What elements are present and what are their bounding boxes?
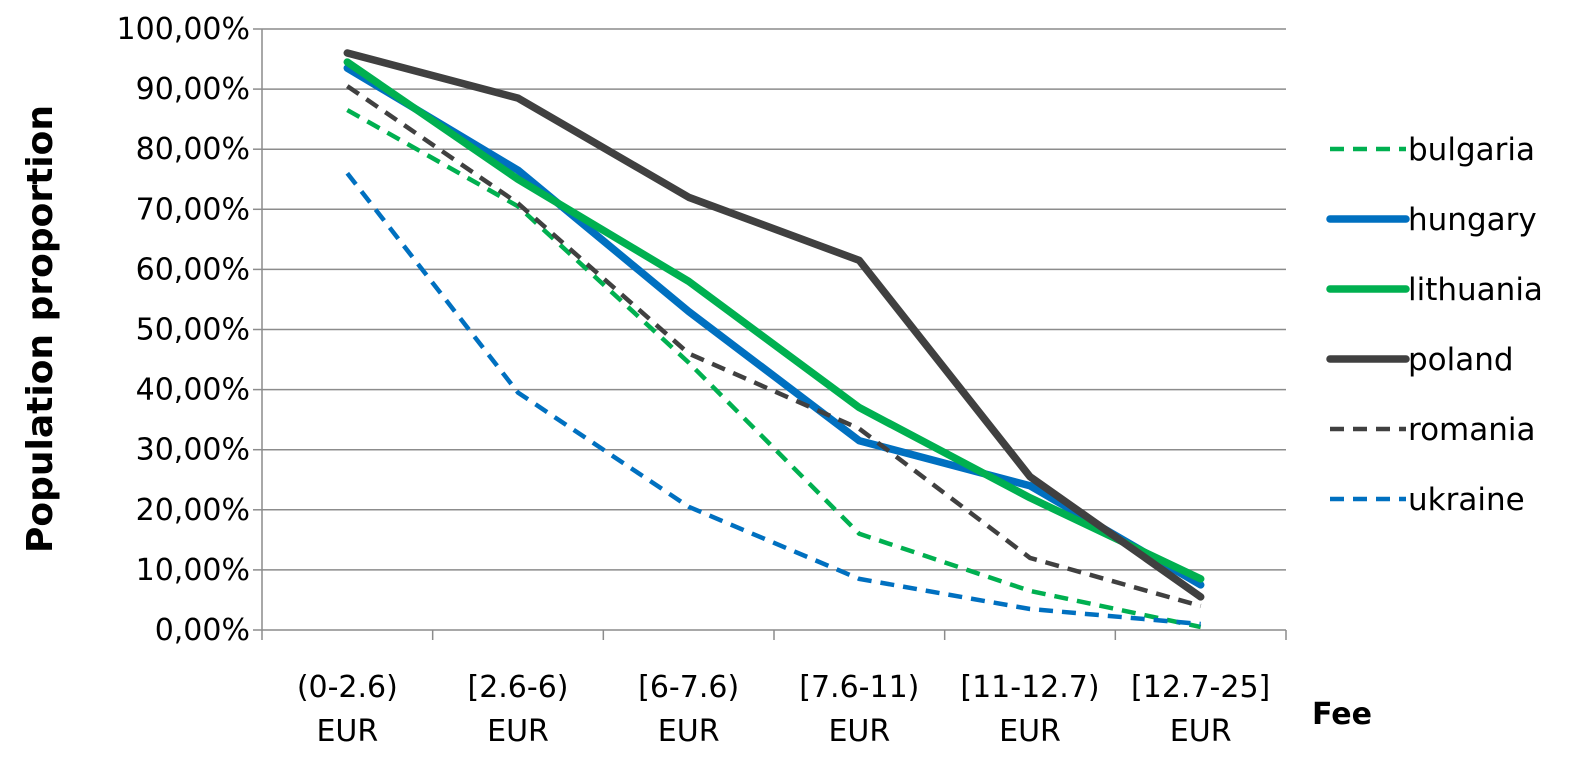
x-tick-label: (0-2.6) EUR: [297, 670, 398, 749]
legend-label-romania: romania: [1408, 412, 1535, 448]
axes: 0,00% 10,00% 20,00% 30,00% 40,00% 50,00% 60,00…: [117, 12, 1287, 749]
y-tick-label: 20,00%: [136, 493, 250, 528]
x-tick-label: [11-12.7) EUR: [960, 670, 1099, 749]
y-tick-label: 30,00%: [136, 433, 250, 468]
x-tick-label: [7.6-11) EUR: [799, 670, 919, 749]
y-tick-label: 80,00%: [136, 132, 250, 167]
series-line-romania: [346, 84, 1202, 609]
legend-label-lithuania: lithuania: [1408, 272, 1543, 308]
y-axis-title: Population proportion: [20, 105, 61, 553]
x-tick-label: [2.6-6) EUR: [467, 670, 568, 749]
y-tick-label: 10,00%: [136, 553, 250, 588]
series-line-poland: [343, 49, 1205, 601]
grid-lines: [262, 28, 1286, 571]
x-axis-title: Fee: [1312, 697, 1372, 732]
x-tick-label: [12.7-25] EUR: [1131, 670, 1270, 749]
legend-label-hungary: hungary: [1408, 202, 1537, 238]
y-tick-label: 0,00%: [155, 613, 250, 648]
y-tick-label: 90,00%: [136, 72, 250, 107]
series-line-hungary: [343, 64, 1205, 589]
x-tick-label: [6-7.6) EUR: [638, 670, 739, 749]
series-line-ukraine: [345, 171, 1201, 627]
series-line-lithuania: [343, 58, 1205, 583]
legend-label-bulgaria: bulgaria: [1408, 132, 1535, 168]
y-tick-label: 100,00%: [117, 12, 250, 47]
series-lines: [343, 49, 1205, 630]
legend: bulgaria hungary lithuania poland romania ukr…: [1326, 132, 1543, 518]
y-tick-label: 70,00%: [136, 192, 250, 227]
legend-label-ukraine: ukraine: [1408, 482, 1525, 518]
axis-labels: Population proportion Fee: [20, 105, 1372, 732]
legend-label-poland: poland: [1408, 342, 1514, 378]
y-tick-label: 40,00%: [136, 373, 250, 408]
series-line-bulgaria: [346, 108, 1202, 630]
y-tick-label: 60,00%: [136, 252, 250, 287]
y-tick-label: 50,00%: [136, 313, 250, 348]
